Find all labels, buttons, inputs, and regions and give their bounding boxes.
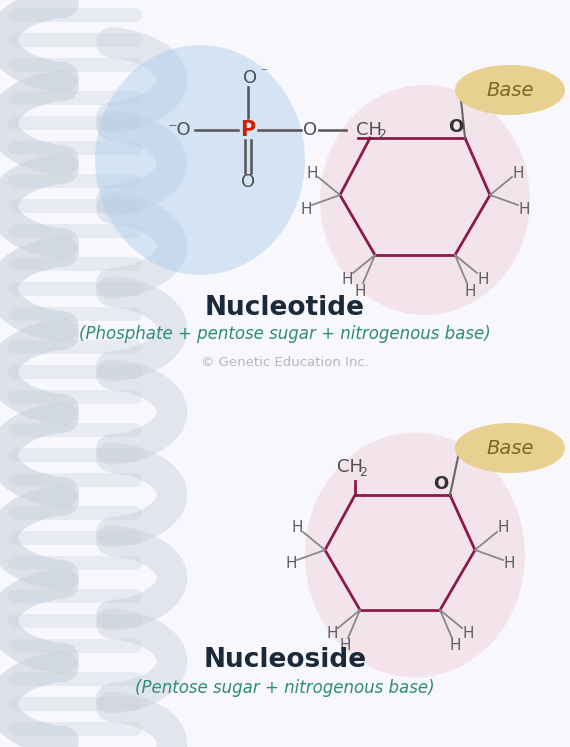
Text: ⁻O: ⁻O: [168, 121, 192, 139]
Text: H: H: [518, 202, 530, 217]
Text: 2: 2: [359, 465, 367, 479]
Ellipse shape: [305, 433, 525, 678]
Text: © Genetic Education Inc.: © Genetic Education Inc.: [201, 356, 369, 368]
Text: H: H: [354, 284, 366, 299]
Text: Base: Base: [486, 438, 534, 457]
Text: CH: CH: [337, 458, 363, 476]
Text: H: H: [285, 557, 297, 571]
Text: H: H: [477, 271, 488, 287]
Text: P: P: [241, 120, 255, 140]
Text: O: O: [241, 173, 255, 191]
Text: (Phosphate + pentose sugar + nitrogenous base): (Phosphate + pentose sugar + nitrogenous…: [79, 325, 491, 343]
Text: O: O: [303, 121, 317, 139]
Text: (Pentose sugar + nitrogenous base): (Pentose sugar + nitrogenous base): [135, 679, 435, 697]
Text: 2: 2: [378, 128, 386, 141]
Text: H: H: [503, 557, 515, 571]
Text: O: O: [243, 69, 257, 87]
Text: H: H: [306, 166, 317, 181]
Ellipse shape: [455, 65, 565, 115]
Text: H: H: [464, 284, 476, 299]
Text: CH: CH: [356, 121, 382, 139]
Text: ⁻: ⁻: [260, 66, 267, 80]
Text: Nucleotide: Nucleotide: [205, 295, 365, 321]
Text: H: H: [462, 627, 474, 642]
Text: H: H: [512, 166, 524, 181]
Text: Base: Base: [486, 81, 534, 99]
Text: H: H: [449, 639, 461, 654]
Text: O: O: [433, 475, 448, 493]
Text: H: H: [497, 521, 509, 536]
Ellipse shape: [95, 45, 305, 275]
Text: H: H: [291, 521, 303, 536]
Text: Nucleoside: Nucleoside: [203, 647, 367, 673]
Text: O: O: [448, 118, 463, 136]
Text: H: H: [339, 639, 351, 654]
Text: H: H: [341, 271, 353, 287]
Text: H: H: [300, 202, 312, 217]
Text: H: H: [326, 627, 338, 642]
Ellipse shape: [320, 85, 530, 315]
Ellipse shape: [455, 423, 565, 473]
